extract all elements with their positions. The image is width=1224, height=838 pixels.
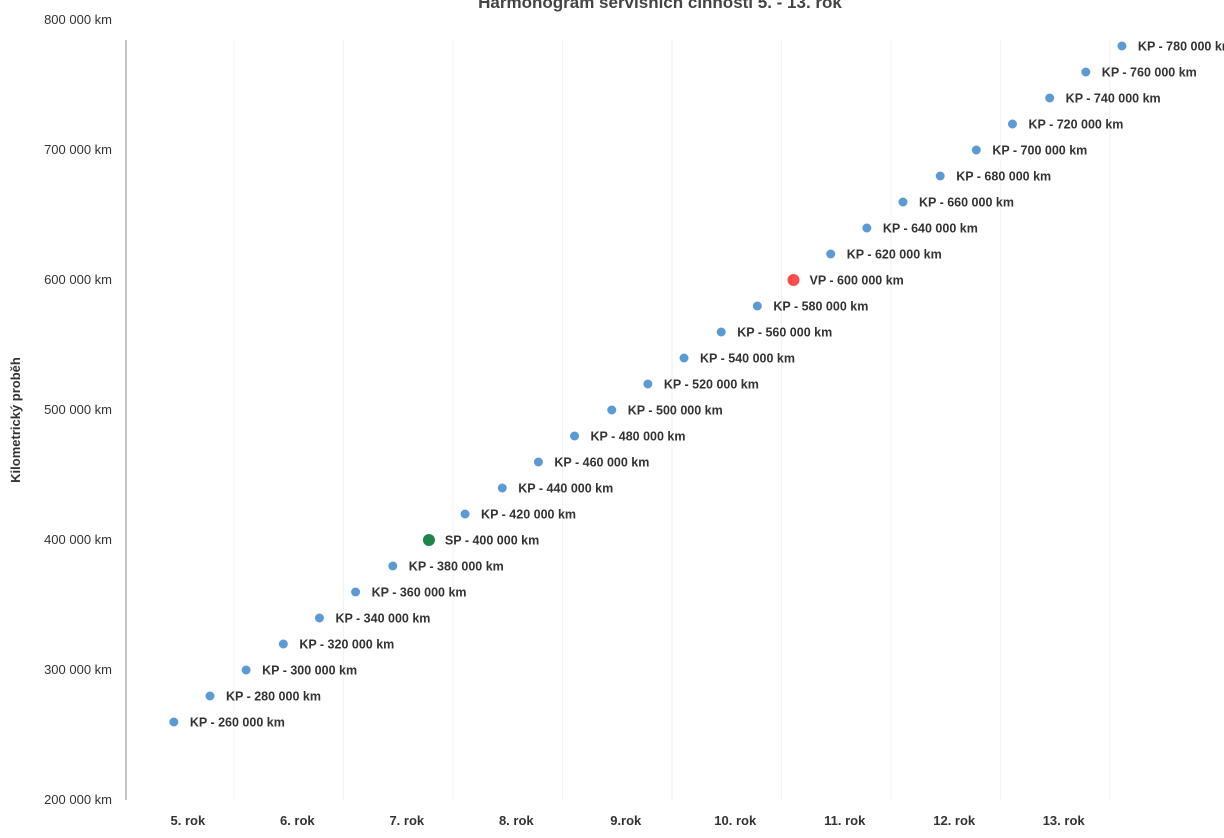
x-tick-label: 5. rok (171, 813, 206, 828)
data-point-kp (1045, 93, 1055, 103)
data-point-kp (1007, 119, 1017, 129)
x-tick-label: 10. rok (714, 813, 757, 828)
data-label: VP - 600 000 km (809, 274, 903, 288)
y-tick-label: 500 000 km (44, 402, 112, 417)
data-labels: KP - 260 000 km KP - 280 000 km KP - 300 0… (190, 40, 1224, 730)
data-point-kp (716, 327, 726, 337)
data-label: KP - 500 000 km (628, 404, 723, 418)
x-tick-label: 8. rok (499, 813, 534, 828)
data-point-kp (241, 665, 251, 675)
data-point-kp (1081, 67, 1091, 77)
data-label: KP - 380 000 km (409, 560, 504, 574)
data-point-kp (533, 457, 543, 467)
data-point-kp (607, 405, 617, 415)
data-label: KP - 720 000 km (1028, 118, 1123, 132)
data-label: KP - 620 000 km (847, 248, 942, 262)
data-label: KP - 340 000 km (335, 612, 430, 626)
y-tick-label: 400 000 km (44, 532, 112, 547)
data-label: KP - 300 000 km (262, 664, 357, 678)
x-tick-label: 7. rok (389, 813, 424, 828)
data-point-kp (752, 301, 762, 311)
data-label: SP - 400 000 km (445, 534, 539, 548)
data-point-kp (278, 639, 288, 649)
y-tick-label: 700 000 km (44, 142, 112, 157)
data-point-kp (169, 717, 179, 727)
data-label: KP - 440 000 km (518, 482, 613, 496)
x-tick-label: 12. rok (933, 813, 976, 828)
data-label: KP - 360 000 km (372, 586, 467, 600)
data-point-kp (497, 483, 507, 493)
y-tick-label: 800 000 km (44, 12, 112, 27)
y-tick-label: 300 000 km (44, 662, 112, 677)
data-label: KP - 660 000 km (919, 196, 1014, 210)
x-axis-ticks: 5. rok 6. rok 7. rok 8. rok 9.rok 10. rok 11. … (171, 813, 1086, 828)
data-label: KP - 280 000 km (226, 690, 321, 704)
data-point-kp (460, 509, 470, 519)
data-label: KP - 260 000 km (190, 716, 285, 730)
data-point-kp (570, 431, 580, 441)
x-tick-label: 9.rok (610, 813, 642, 828)
data-label: KP - 320 000 km (299, 638, 394, 652)
data-point-kp (205, 691, 215, 701)
data-label: KP - 460 000 km (554, 456, 649, 470)
data-point-kp (679, 353, 689, 363)
x-tick-label: 13. rok (1043, 813, 1086, 828)
grid-lines (233, 40, 1111, 800)
x-tick-label: 6. rok (280, 813, 315, 828)
data-point-kp (314, 613, 324, 623)
data-point-kp (971, 145, 981, 155)
data-point-vp (787, 274, 800, 286)
data-label: KP - 640 000 km (883, 222, 978, 236)
data-point-kp (935, 171, 945, 181)
y-axis-ticks: 200 000 km 300 000 km 400 000 km 500 000 km… (44, 12, 112, 807)
y-axis-label: Kilometrický proběh (8, 357, 23, 483)
x-tick-label: 11. rok (824, 813, 866, 828)
data-label: KP - 680 000 km (956, 170, 1051, 184)
data-label: KP - 520 000 km (664, 378, 759, 392)
data-label: KP - 780 000 km (1138, 40, 1224, 54)
data-label: KP - 560 000 km (737, 326, 832, 340)
data-points (169, 41, 1127, 727)
data-label: KP - 760 000 km (1102, 66, 1197, 80)
data-label: KP - 740 000 km (1066, 92, 1161, 106)
data-point-kp (862, 223, 872, 233)
data-point-kp (826, 249, 836, 259)
data-label: KP - 480 000 km (591, 430, 686, 444)
data-point-kp (643, 379, 653, 389)
data-point-kp (1117, 41, 1127, 51)
data-point-kp (388, 561, 398, 571)
data-label: KP - 420 000 km (481, 508, 576, 522)
data-label: KP - 580 000 km (773, 300, 868, 314)
chart-title: Harmonogram servisních činností 5. - 13.… (478, 0, 842, 12)
data-point-sp (422, 534, 435, 546)
y-tick-label: 600 000 km (44, 272, 112, 287)
y-tick-label: 200 000 km (44, 792, 112, 807)
data-point-kp (898, 197, 908, 207)
data-point-kp (351, 587, 361, 597)
data-label: KP - 700 000 km (992, 144, 1087, 158)
data-label: KP - 540 000 km (700, 352, 795, 366)
